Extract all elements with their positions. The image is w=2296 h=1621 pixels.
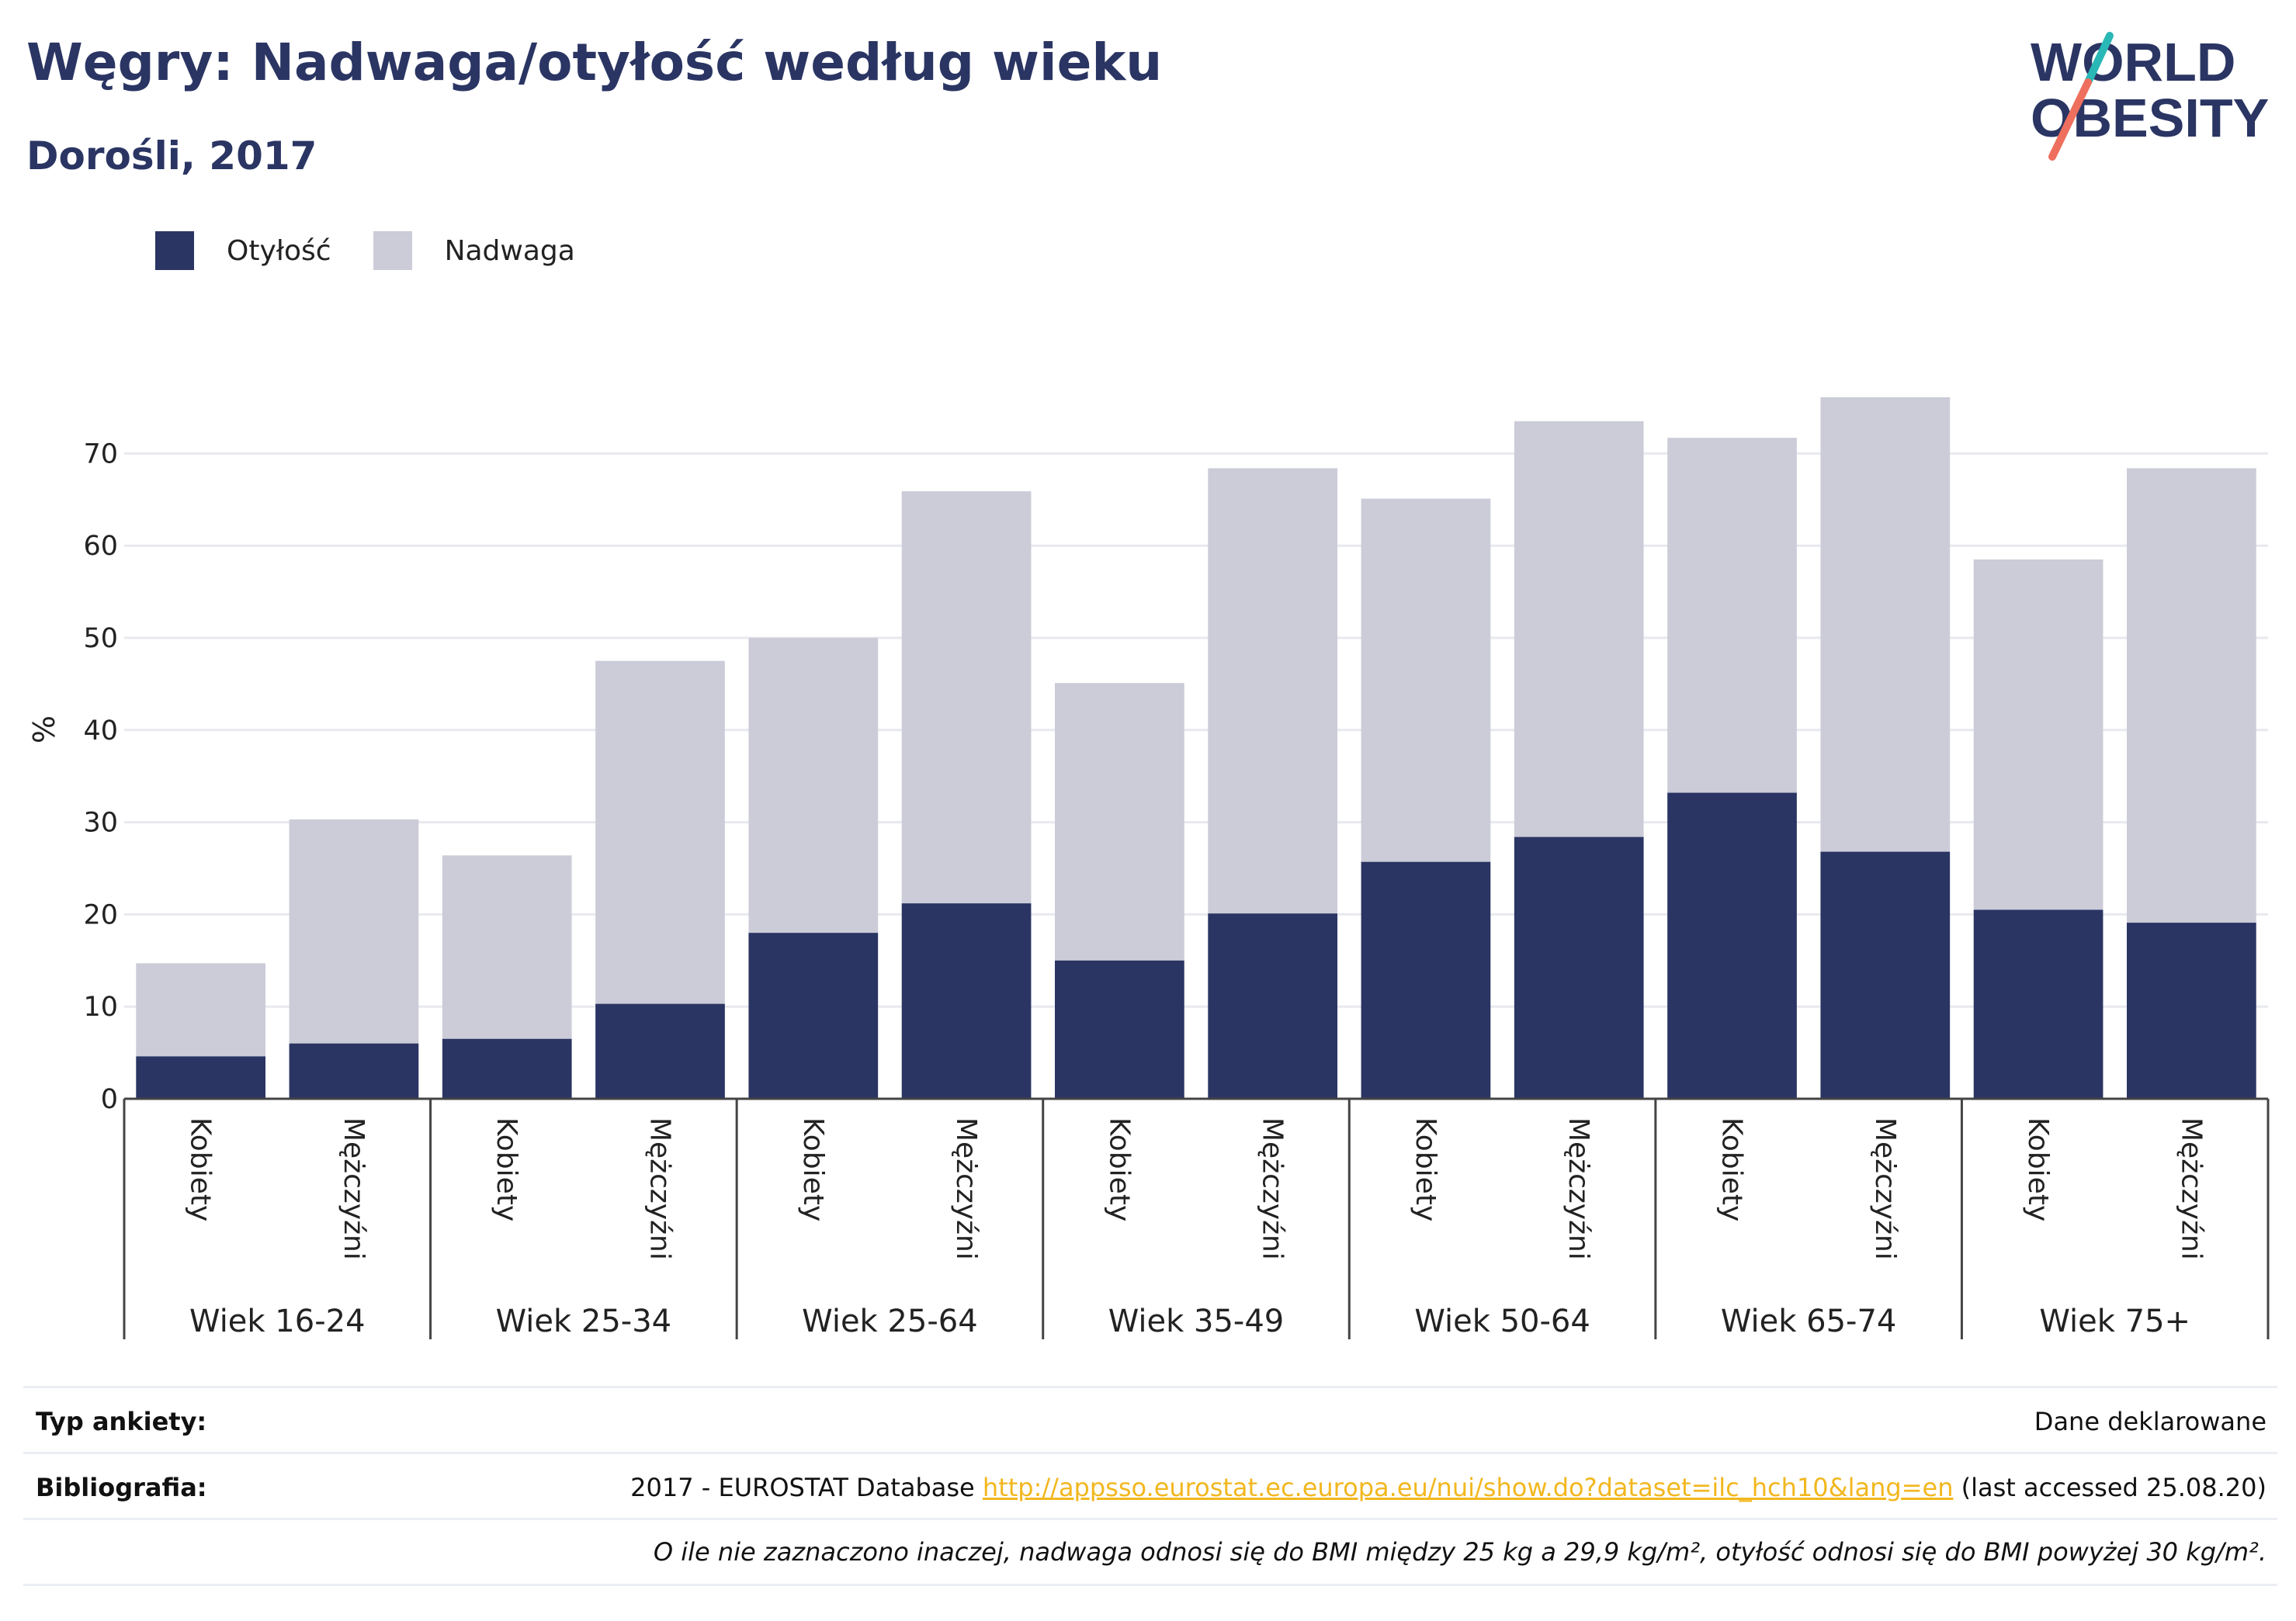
footer-row-note: O ile nie zaznaczono inaczej, nadwaga od… (23, 1518, 2277, 1586)
legend-item-overweight[interactable]: Nadwaga (373, 231, 575, 270)
logo-slash-teal (2084, 32, 2114, 86)
y-tick-label: 60 (83, 531, 118, 562)
x-subcategory-label: Kobiety (2022, 1117, 2054, 1221)
bar-obesity[interactable] (901, 903, 1032, 1099)
legend-swatch-overweight (373, 231, 412, 270)
y-axis-title: % (27, 715, 61, 743)
legend-label-overweight: Nadwaga (444, 234, 575, 267)
bar-overweight[interactable] (1361, 498, 1491, 862)
x-subcategory-label: Mężczyźni (1257, 1117, 1288, 1260)
x-group-label: Wiek 25-34 (496, 1304, 672, 1339)
x-subcategory-label: Mężczyźni (644, 1117, 676, 1260)
y-tick-label: 40 (83, 715, 118, 746)
logo-slash-coral (2048, 78, 2092, 161)
bar-obesity[interactable] (136, 1056, 265, 1099)
bar-overweight[interactable] (1973, 559, 2104, 910)
bar-overweight[interactable] (1514, 421, 1644, 837)
world-obesity-logo: WORLD OBESITY (2031, 32, 2269, 161)
x-subcategory-label: Kobiety (797, 1117, 829, 1221)
chart-subtitle: Dorośli, 2017 (26, 133, 317, 178)
bar-overweight[interactable] (1667, 438, 1797, 793)
chart-title: Węgry: Nadwaga/otyłość według wieku (26, 33, 1163, 92)
x-group-label: Wiek 65-74 (1721, 1304, 1897, 1339)
bar-overweight[interactable] (595, 660, 725, 1004)
definition-note: O ile nie zaznaczono inaczej, nadwaga od… (653, 1537, 2267, 1567)
x-group-label: Wiek 25-64 (802, 1304, 978, 1339)
legend-label-obesity: Otyłość (227, 234, 331, 267)
bar-obesity[interactable] (289, 1043, 419, 1099)
bibliography-link[interactable]: http://appsso.eurostat.ec.europa.eu/nui/… (982, 1473, 1954, 1502)
x-subcategory-label: Kobiety (1716, 1117, 1748, 1221)
x-subcategory-label: Mężczyźni (2175, 1117, 2207, 1260)
y-tick-label: 0 (101, 1084, 118, 1115)
bibliography-prefix: 2017 - EUROSTAT Database (630, 1473, 983, 1502)
x-subcategory-label: Mężczyźni (1869, 1117, 1901, 1260)
bar-overweight[interactable] (748, 638, 879, 933)
footer-row-survey: Typ ankiety: Dane deklarowane (23, 1386, 2277, 1452)
bar-obesity[interactable] (748, 933, 879, 1099)
bar-obesity[interactable] (2127, 923, 2256, 1099)
bar-overweight[interactable] (136, 963, 265, 1057)
bar-overweight[interactable] (442, 855, 572, 1039)
legend: Otyłość Nadwaga (155, 231, 617, 270)
y-tick-label: 20 (83, 899, 118, 930)
x-subcategory-label: Mężczyźni (1562, 1117, 1594, 1260)
y-tick-label: 70 (83, 438, 118, 469)
bar-overweight[interactable] (1820, 397, 1951, 852)
survey-type-label: Typ ankiety: (36, 1407, 207, 1436)
x-group-label: Wiek 16-24 (189, 1304, 366, 1339)
x-group-label: Wiek 35-49 (1108, 1304, 1285, 1339)
bar-obesity[interactable] (1667, 792, 1797, 1099)
x-group-label: Wiek 50-64 (1414, 1304, 1590, 1339)
bar-overweight[interactable] (901, 491, 1032, 904)
x-subcategory-label: Kobiety (1410, 1117, 1441, 1221)
x-group-label: Wiek 75+ (2039, 1304, 2190, 1339)
bar-overweight[interactable] (2127, 468, 2256, 923)
survey-type-value: Dane deklarowane (2034, 1407, 2267, 1436)
y-tick-label: 10 (83, 992, 118, 1023)
footer: Typ ankiety: Dane deklarowane Bibliograf… (23, 1386, 2277, 1586)
y-tick-label: 30 (83, 808, 118, 839)
bar-chart: 0 10 20 30 40 50 60 70% Kobiety Mężczyźni Kobiety M… (27, 397, 2270, 1339)
bar-obesity[interactable] (1973, 909, 2104, 1099)
bar-overweight[interactable] (1055, 683, 1184, 961)
bar-obesity[interactable] (1514, 836, 1644, 1099)
bar-obesity[interactable] (442, 1038, 572, 1099)
footer-row-bibliography: Bibliografia: 2017 - EUROSTAT Database h… (23, 1452, 2277, 1518)
logo-word-world: WORLD (2031, 32, 2235, 92)
bibliography-label: Bibliografia: (36, 1473, 207, 1502)
bar-overweight[interactable] (1208, 468, 1337, 914)
x-subcategory-label: Mężczyźni (338, 1117, 369, 1260)
x-subcategory-label: Mężczyźni (950, 1117, 982, 1260)
x-subcategory-label: Kobiety (491, 1117, 522, 1221)
x-subcategory-label: Kobiety (1103, 1117, 1135, 1221)
x-subcategory-label: Kobiety (185, 1117, 217, 1221)
bibliography-suffix: (last accessed 25.08.20) (1953, 1473, 2267, 1502)
legend-swatch-obesity (155, 231, 194, 270)
bibliography-value: 2017 - EUROSTAT Database http://appsso.e… (630, 1473, 2267, 1502)
bar-obesity[interactable] (1208, 913, 1337, 1099)
bar-obesity[interactable] (1361, 861, 1491, 1099)
bar-overweight[interactable] (289, 819, 419, 1044)
y-tick-label: 50 (83, 623, 118, 654)
bar-obesity[interactable] (595, 1003, 725, 1099)
bar-obesity[interactable] (1055, 960, 1184, 1099)
bar-obesity[interactable] (1820, 851, 1951, 1099)
legend-item-obesity[interactable]: Otyłość (155, 231, 331, 270)
